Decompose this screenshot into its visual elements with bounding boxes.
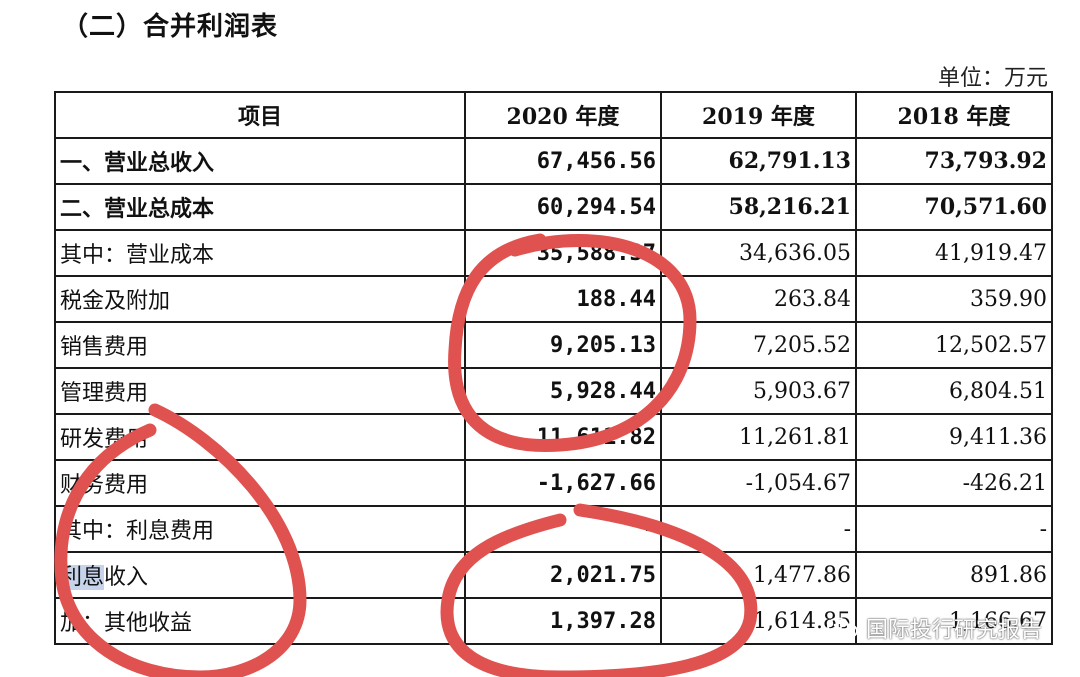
value-2018: 6,804.51: [855, 367, 1053, 415]
row-label: 研发费用: [54, 413, 466, 461]
header-2019: 2019 年度: [660, 91, 857, 139]
header-2020: 2020 年度: [464, 91, 662, 139]
value-2020: 5,928.44: [464, 367, 662, 415]
value-2018: 891.86: [855, 551, 1053, 599]
table-row: 销售费用 9,205.13 7,205.52 12,502.57: [54, 321, 1053, 369]
row-label: 二、营业总成本: [54, 183, 466, 231]
value-2018: 73,793.92: [855, 137, 1053, 185]
table-row: 一、营业总收入 67,456.56 62,791.13 73,793.92: [54, 137, 1053, 185]
value-2019: 11,261.81: [660, 413, 857, 461]
value-2020: 188.44: [464, 275, 662, 323]
table-row: 管理费用 5,928.44 5,903.67 6,804.51: [54, 367, 1053, 415]
row-label: 管理费用: [54, 367, 466, 415]
value-2019: 1,477.86: [660, 551, 857, 599]
value-2019: 7,205.52: [660, 321, 857, 369]
value-2020: 35,588.37: [464, 229, 662, 277]
value-2020: -: [464, 505, 662, 553]
row-label: 其中：利息费用: [54, 505, 466, 553]
value-2018: -: [855, 505, 1053, 553]
income-statement-table: 项目 2020 年度 2019 年度 2018 年度 一、营业总收入 67,456…: [54, 91, 1053, 645]
wechat-icon: [826, 617, 858, 639]
value-2019: -1,054.67: [660, 459, 857, 507]
header-item: 项目: [54, 91, 466, 139]
row-label: 加：其他收益: [54, 597, 466, 645]
value-2020: 2,021.75: [464, 551, 662, 599]
page-title: （二）合并利润表: [62, 12, 279, 42]
table-row: 其中：营业成本 35,588.37 34,636.05 41,919.47: [54, 229, 1053, 277]
value-2018: 41,919.47: [855, 229, 1053, 277]
value-2020: 67,456.56: [464, 137, 662, 185]
table-row: 税金及附加 188.44 263.84 359.90: [54, 275, 1053, 323]
value-2020: 60,294.54: [464, 183, 662, 231]
table-row: 利息收入 2,021.75 1,477.86 891.86: [54, 551, 1053, 599]
table-row: 财务费用 -1,627.66 -1,054.67 -426.21: [54, 459, 1053, 507]
value-2018: 1,166.67: [855, 597, 1053, 645]
row-label: 税金及附加: [54, 275, 466, 323]
watermark-text: 国际投行研究报告: [865, 618, 1042, 643]
value-2020: 11,611.82: [464, 413, 662, 461]
header-2018: 2018 年度: [855, 91, 1053, 139]
value-2019: 58,216.21: [660, 183, 857, 231]
table-row: 二、营业总成本 60,294.54 58,216.21 70,571.60: [54, 183, 1053, 231]
value-2020: 1,397.28: [464, 597, 662, 645]
value-2018: 359.90: [855, 275, 1053, 323]
value-2018: 70,571.60: [855, 183, 1053, 231]
row-label: 一、营业总收入: [54, 137, 466, 185]
unit-label: 单位：万元: [937, 66, 1048, 91]
row-label: 财务费用: [54, 459, 466, 507]
value-2018: -426.21: [855, 459, 1053, 507]
table-row: 研发费用 11,611.82 11,261.81 9,411.36: [54, 413, 1053, 461]
row-label: 其中：营业成本: [54, 229, 466, 277]
value-2019: -: [660, 505, 857, 553]
value-2019: 62,791.13: [660, 137, 857, 185]
value-2019: 34,636.05: [660, 229, 857, 277]
value-2020: 9,205.13: [464, 321, 662, 369]
value-2018: 9,411.36: [855, 413, 1053, 461]
value-2019: 5,903.67: [660, 367, 857, 415]
table-header-row: 项目 2020 年度 2019 年度 2018 年度: [54, 91, 1053, 139]
selection-highlight: 利息: [60, 565, 105, 590]
value-2019: 263.84: [660, 275, 857, 323]
row-label: 利息收入: [54, 551, 466, 599]
value-2018: 12,502.57: [855, 321, 1053, 369]
value-2020: -1,627.66: [464, 459, 662, 507]
table-row: 其中：利息费用 - - -: [54, 505, 1053, 553]
row-label: 销售费用: [54, 321, 466, 369]
watermark: 国际投行研究报告: [826, 612, 1042, 644]
